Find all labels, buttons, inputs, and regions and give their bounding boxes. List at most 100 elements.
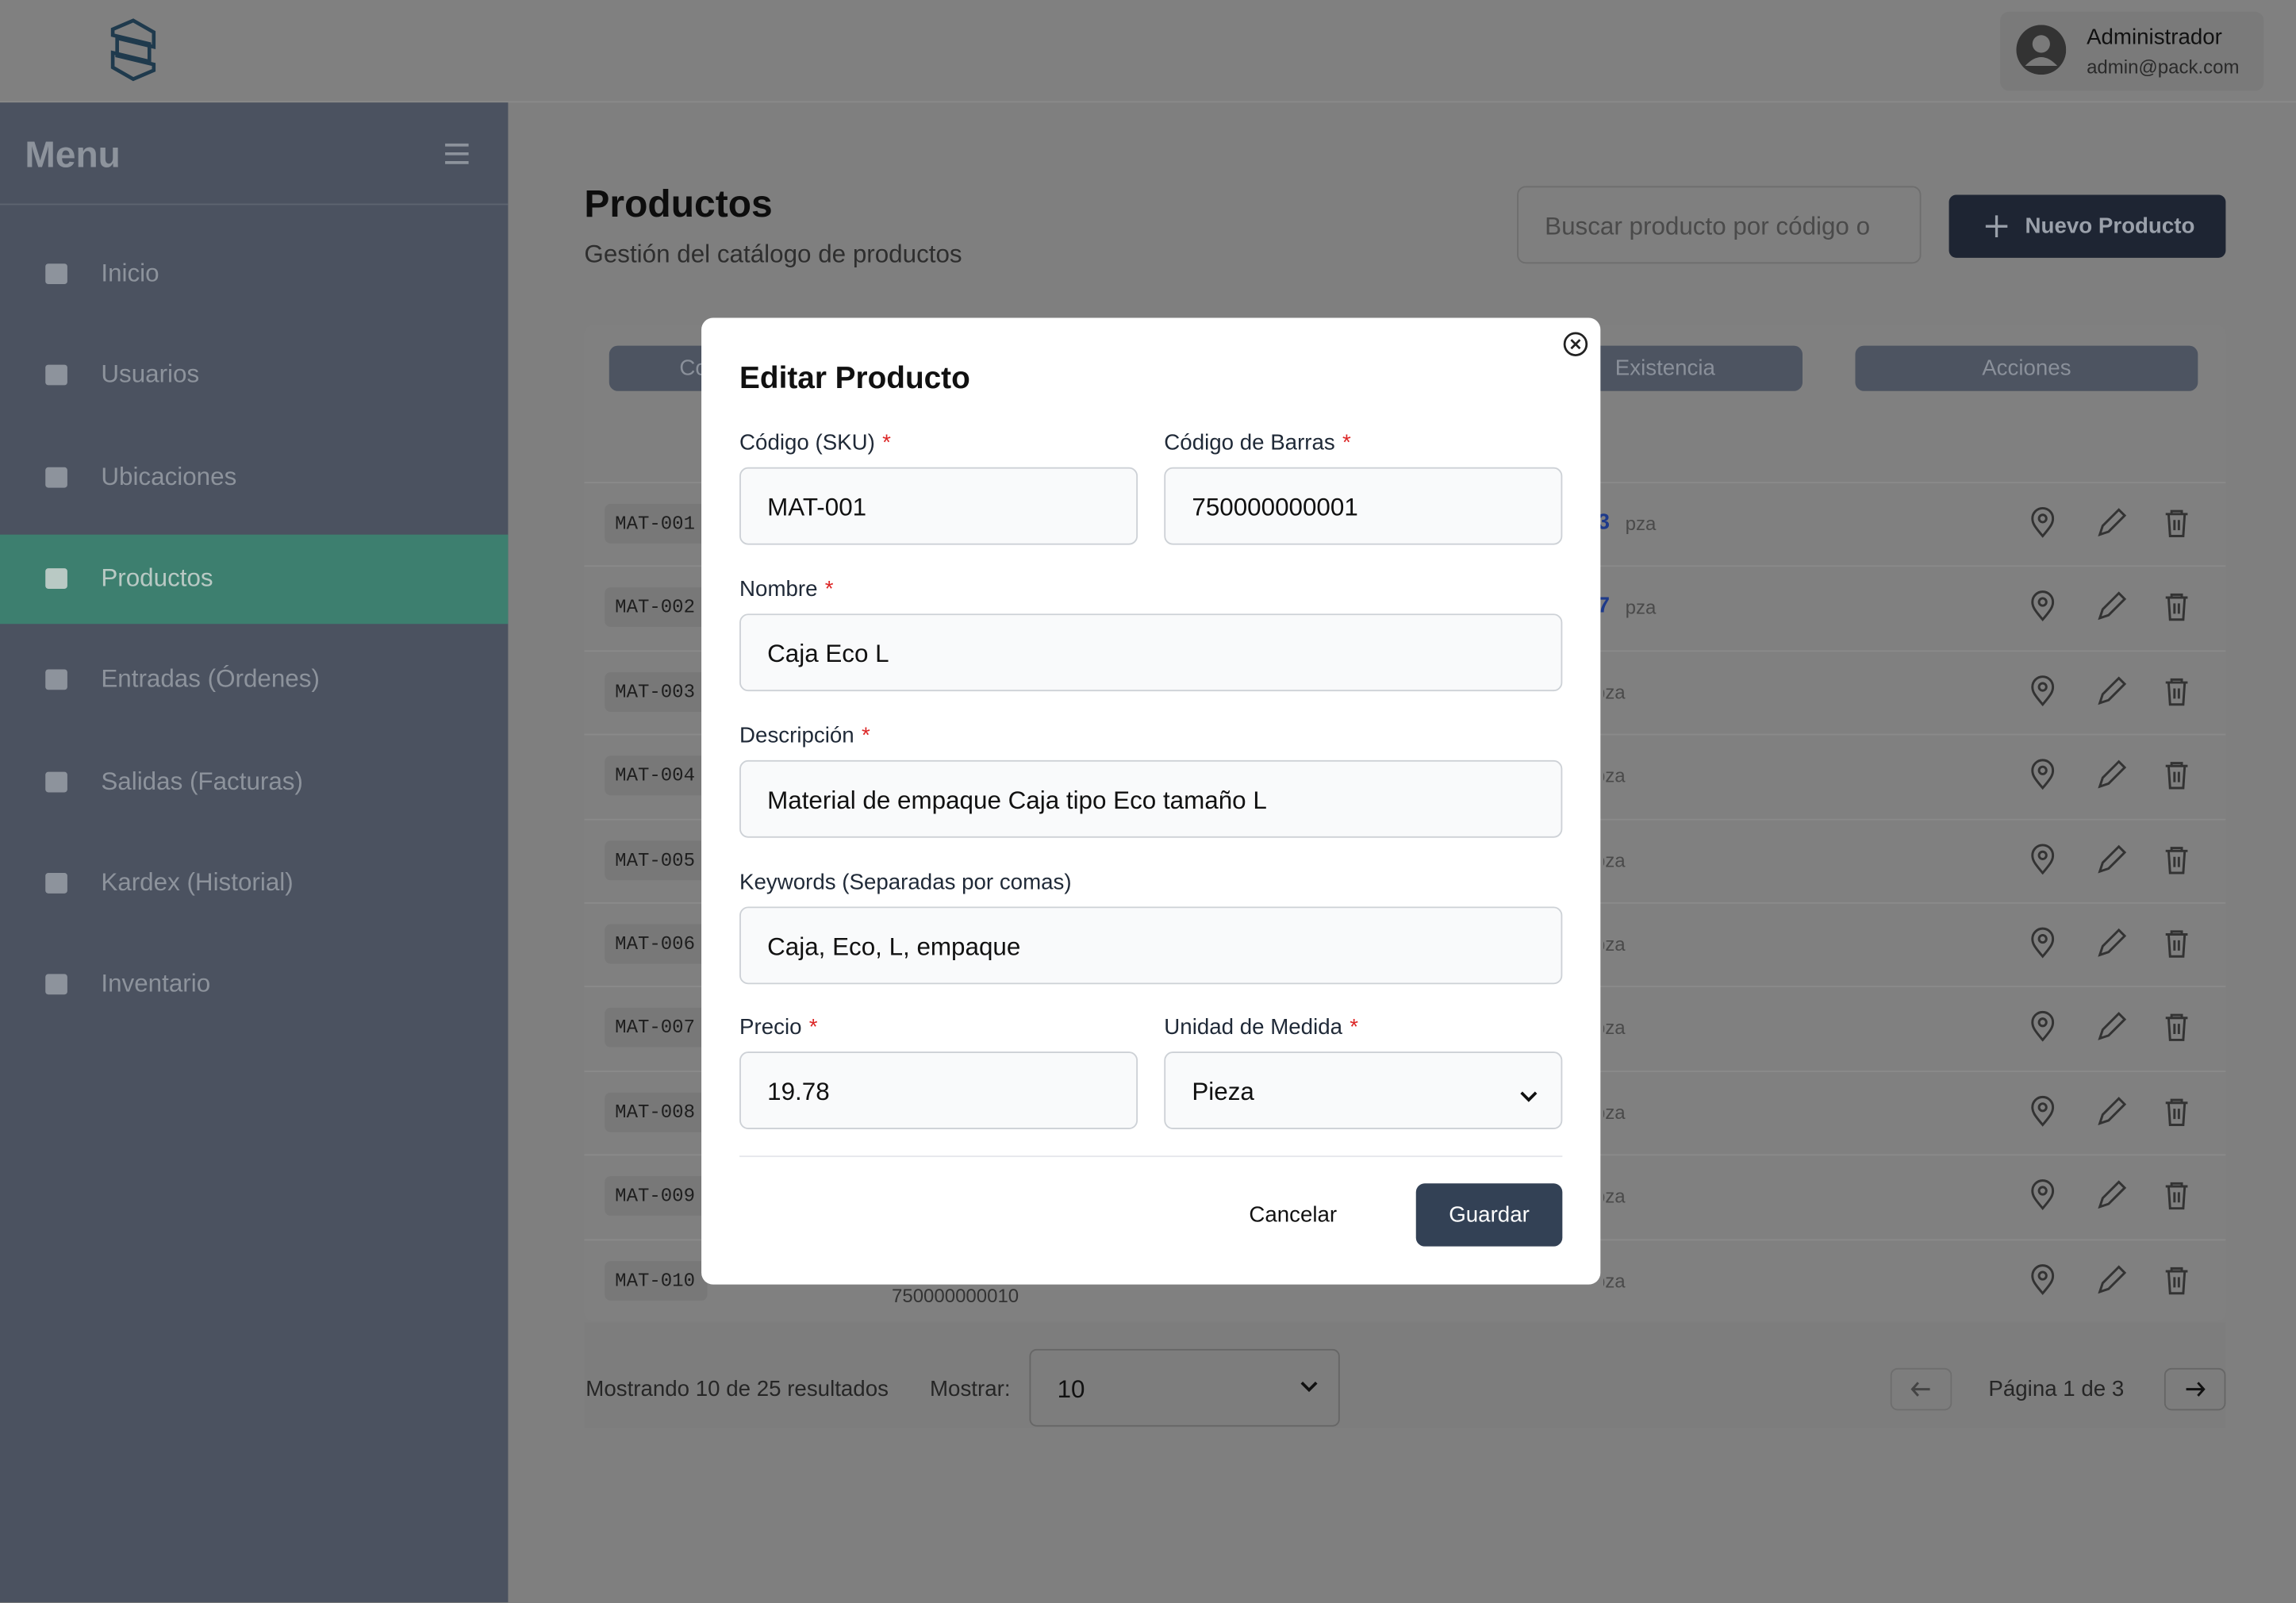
unit: pza xyxy=(1594,848,1626,871)
user-email: admin@pack.com xyxy=(2087,56,2240,78)
sku-chip: MAT-007 xyxy=(605,1008,708,1048)
header-pill: Existencia xyxy=(1580,345,1803,391)
save-button[interactable]: Guardar xyxy=(1415,1183,1563,1247)
sku-chip: MAT-010 xyxy=(605,1260,708,1301)
nav-item[interactable]: Productos xyxy=(0,534,509,625)
menu-toggle[interactable] xyxy=(443,142,470,166)
sku-chip: MAT-003 xyxy=(605,671,708,712)
text-input[interactable]: 19.78 xyxy=(739,1051,1138,1130)
nav-label: Productos xyxy=(101,563,213,592)
nav-icon xyxy=(45,771,67,792)
nav-item[interactable]: Kardex (Historial) xyxy=(0,839,508,928)
text-input[interactable]: Material de empaque Caja tipo Eco tamaño… xyxy=(739,759,1563,838)
user-name: Administrador xyxy=(2087,25,2222,50)
required-mark: * xyxy=(1350,1015,1359,1040)
nav-label: Entradas (Órdenes) xyxy=(101,665,320,694)
nav-item[interactable]: Entradas (Órdenes) xyxy=(0,636,508,725)
sku-chip: MAT-004 xyxy=(605,755,708,796)
label-text: Precio xyxy=(739,1015,802,1040)
table-row: MAT-002 7 pza xyxy=(584,566,2225,649)
page-info: Página 1 de 3 xyxy=(1988,1376,2125,1402)
label-text: Keywords (Separadas por comas) xyxy=(739,870,1072,895)
label-text: Código de Barras xyxy=(1164,430,1335,456)
nav-icon xyxy=(45,467,67,487)
top-bar: Administrador admin@pack.com xyxy=(0,0,2296,103)
unit: pza xyxy=(1594,1185,1626,1208)
pagination: Mostrando 10 de 25 resultados Mostrar: 1… xyxy=(584,1322,2226,1428)
nav-item[interactable]: Inicio xyxy=(0,230,508,320)
required-mark: * xyxy=(882,430,891,456)
plus-icon xyxy=(1985,215,2008,237)
table-row: MAT-009 pza xyxy=(584,1155,2225,1238)
cancel-button[interactable]: Cancelar xyxy=(1249,1202,1338,1228)
table-row: MAT-004 pza xyxy=(584,734,2225,817)
field-label: Keywords (Separadas por comas) xyxy=(739,870,1072,894)
row-actions[interactable] xyxy=(2026,843,2231,875)
sku-chip: MAT-002 xyxy=(605,587,708,628)
row-actions[interactable] xyxy=(2026,1095,2231,1128)
row-actions[interactable] xyxy=(2026,590,2231,624)
row-actions[interactable] xyxy=(2026,1011,2231,1044)
nav-label: Ubicaciones xyxy=(101,462,237,490)
search-input[interactable]: Buscar producto por código o xyxy=(1517,186,1922,264)
text-input[interactable]: Caja Eco L xyxy=(739,613,1563,692)
unit: pza xyxy=(1594,1017,1626,1040)
button-label: Nuevo Producto xyxy=(2025,213,2195,239)
field-label: Código (SKU) * xyxy=(739,431,891,456)
row-actions[interactable] xyxy=(2026,675,2231,707)
sku-chip: MAT-005 xyxy=(605,840,708,880)
results-summary: Mostrando 10 de 25 resultados xyxy=(586,1376,889,1402)
nav-label: Kardex (Historial) xyxy=(101,868,294,897)
table-row: MAT-003 pza xyxy=(584,650,2225,733)
stock: 3 xyxy=(1597,509,1611,535)
input-value: Material de empaque Caja tipo Eco tamaño… xyxy=(767,786,1267,815)
sku-chip: MAT-006 xyxy=(605,924,708,964)
table-row: MAT-010 pza 750000000010 xyxy=(584,1239,2225,1322)
sku-chip: MAT-009 xyxy=(605,1176,708,1217)
user-menu[interactable]: Administrador admin@pack.com xyxy=(2000,11,2264,91)
nav-item[interactable]: Inventario xyxy=(0,940,508,1030)
unit: pza xyxy=(1594,680,1626,703)
required-mark: * xyxy=(1342,430,1351,456)
nav-icon xyxy=(45,567,67,589)
table-row: MAT-006 pza xyxy=(584,902,2225,986)
chevron xyxy=(1520,1084,1538,1102)
field-label: Unidad de Medida * xyxy=(1164,1015,1358,1040)
text-input[interactable]: Caja, Eco, L, empaque xyxy=(739,906,1563,985)
field-label: Descripción * xyxy=(739,724,870,748)
row-actions[interactable] xyxy=(2026,506,2231,540)
nav-item[interactable]: Salidas (Facturas) xyxy=(0,737,508,827)
input-value: MAT-001 xyxy=(767,493,867,522)
new-product-button[interactable]: Nuevo Producto xyxy=(1949,194,2226,258)
page-size-select[interactable]: 10 xyxy=(1029,1348,1340,1427)
text-input[interactable]: 750000000001 xyxy=(1164,467,1563,545)
nav-icon xyxy=(45,365,67,386)
row-actions[interactable] xyxy=(2026,759,2231,791)
nav-label: Inventario xyxy=(101,969,211,998)
nav-item[interactable]: Usuarios xyxy=(0,332,508,421)
sku-chip: MAT-001 xyxy=(605,503,708,544)
text-input[interactable]: MAT-001 xyxy=(739,467,1138,545)
prev-page[interactable] xyxy=(1890,1367,1952,1411)
label-text: Unidad de Medida xyxy=(1164,1015,1343,1040)
next-page[interactable] xyxy=(2164,1367,2226,1411)
label-text: Código (SKU) xyxy=(739,430,875,456)
select-input[interactable]: Pieza xyxy=(1164,1051,1563,1130)
input-value: Caja Eco L xyxy=(767,640,889,668)
row-actions[interactable] xyxy=(2026,1179,2231,1212)
required-mark: * xyxy=(808,1015,818,1040)
unit: pza xyxy=(1625,596,1657,619)
close-button[interactable] xyxy=(1562,331,1588,357)
header-pill: Acciones xyxy=(1855,345,2198,391)
table-row: MAT-001 3 pza xyxy=(584,482,2225,565)
chevron xyxy=(1300,1381,1318,1393)
unit: pza xyxy=(1594,1101,1626,1124)
label-text: Descripción xyxy=(739,723,854,749)
edit-modal: Editar Producto Cancelar Guardar Código … xyxy=(701,317,1601,1285)
row-actions[interactable] xyxy=(2026,1263,2231,1296)
stock: 7 xyxy=(1597,594,1611,619)
row-actions[interactable] xyxy=(2026,927,2231,959)
logo[interactable] xyxy=(109,17,159,82)
nav-item[interactable]: Ubicaciones xyxy=(0,433,508,523)
